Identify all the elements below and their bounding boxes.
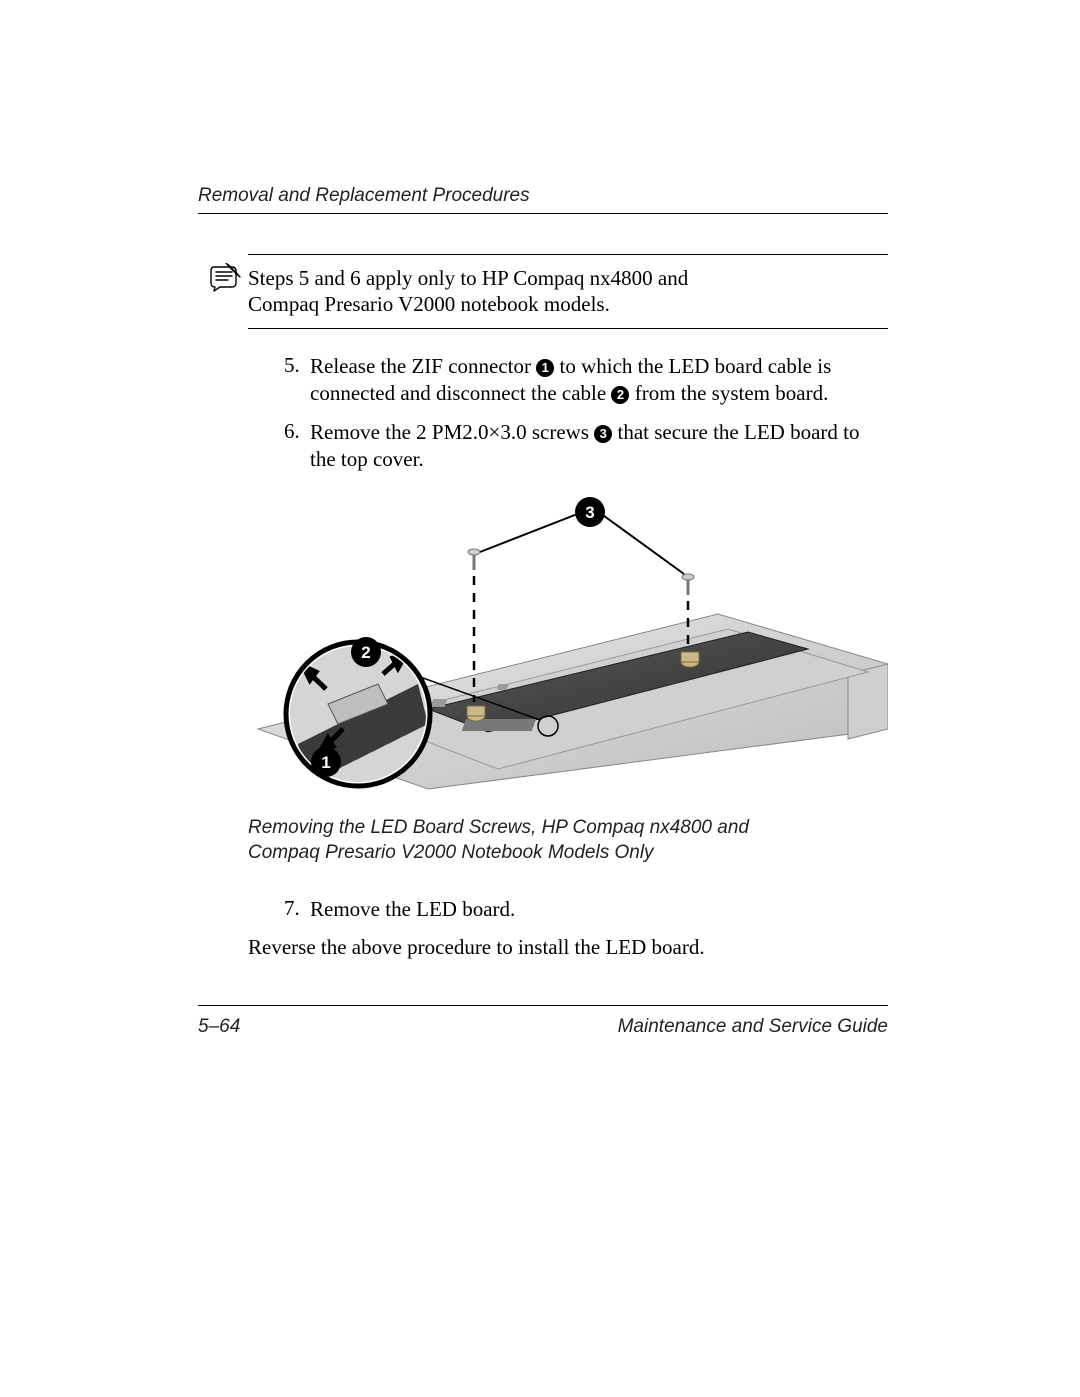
step-number: 5. — [284, 353, 310, 408]
note-icon — [208, 263, 242, 298]
step-7: 7. Remove the LED board. — [284, 896, 888, 923]
callout-ref-3: 3 — [594, 425, 612, 443]
caption-line2: Compaq Presario V2000 Notebook Models On… — [248, 842, 654, 863]
page-number: 5–64 — [198, 1016, 240, 1038]
reverse-procedure-text: Reverse the above procedure to install t… — [248, 935, 888, 960]
step-number: 6. — [284, 419, 310, 474]
step-body: Remove the 2 PM2.0×3.0 screws 3 that sec… — [310, 419, 888, 474]
section-header: Removal and Replacement Procedures — [198, 185, 888, 214]
callout-2-label: 2 — [361, 643, 370, 662]
steps-list: 5. Release the ZIF connector 1 to which … — [284, 353, 888, 474]
caption-line1: Removing the LED Board Screws, HP Compaq… — [248, 817, 749, 838]
figure-caption: Removing the LED Board Screws, HP Compaq… — [248, 815, 888, 866]
text: Remove the 2 PM2.0×3.0 screws — [310, 420, 594, 444]
callout-ref-2: 2 — [611, 386, 629, 404]
step-body: Release the ZIF connector 1 to which the… — [310, 353, 888, 408]
callout-ref-1: 1 — [536, 359, 554, 377]
doc-title: Maintenance and Service Guide — [618, 1016, 888, 1038]
step-number: 7. — [284, 896, 310, 923]
note-text: Steps 5 and 6 apply only to HP Compaq nx… — [248, 265, 888, 318]
page-footer: 5–64 Maintenance and Service Guide — [198, 1005, 888, 1038]
callout-3-label: 3 — [585, 503, 594, 522]
note-line2: Compaq Presario V2000 notebook models. — [248, 292, 610, 316]
note-block: Steps 5 and 6 apply only to HP Compaq nx… — [248, 254, 888, 329]
step-body: Remove the LED board. — [310, 896, 888, 923]
text: from the system board. — [629, 381, 828, 405]
note-line1: Steps 5 and 6 apply only to HP Compaq nx… — [248, 266, 688, 290]
step-5: 5. Release the ZIF connector 1 to which … — [284, 353, 888, 408]
text: Release the ZIF connector — [310, 354, 536, 378]
callout-1-label: 1 — [321, 753, 330, 772]
step-6: 6. Remove the 2 PM2.0×3.0 screws 3 that … — [284, 419, 888, 474]
figure: 2 1 3 — [248, 494, 888, 799]
steps-list-2: 7. Remove the LED board. — [284, 896, 888, 923]
